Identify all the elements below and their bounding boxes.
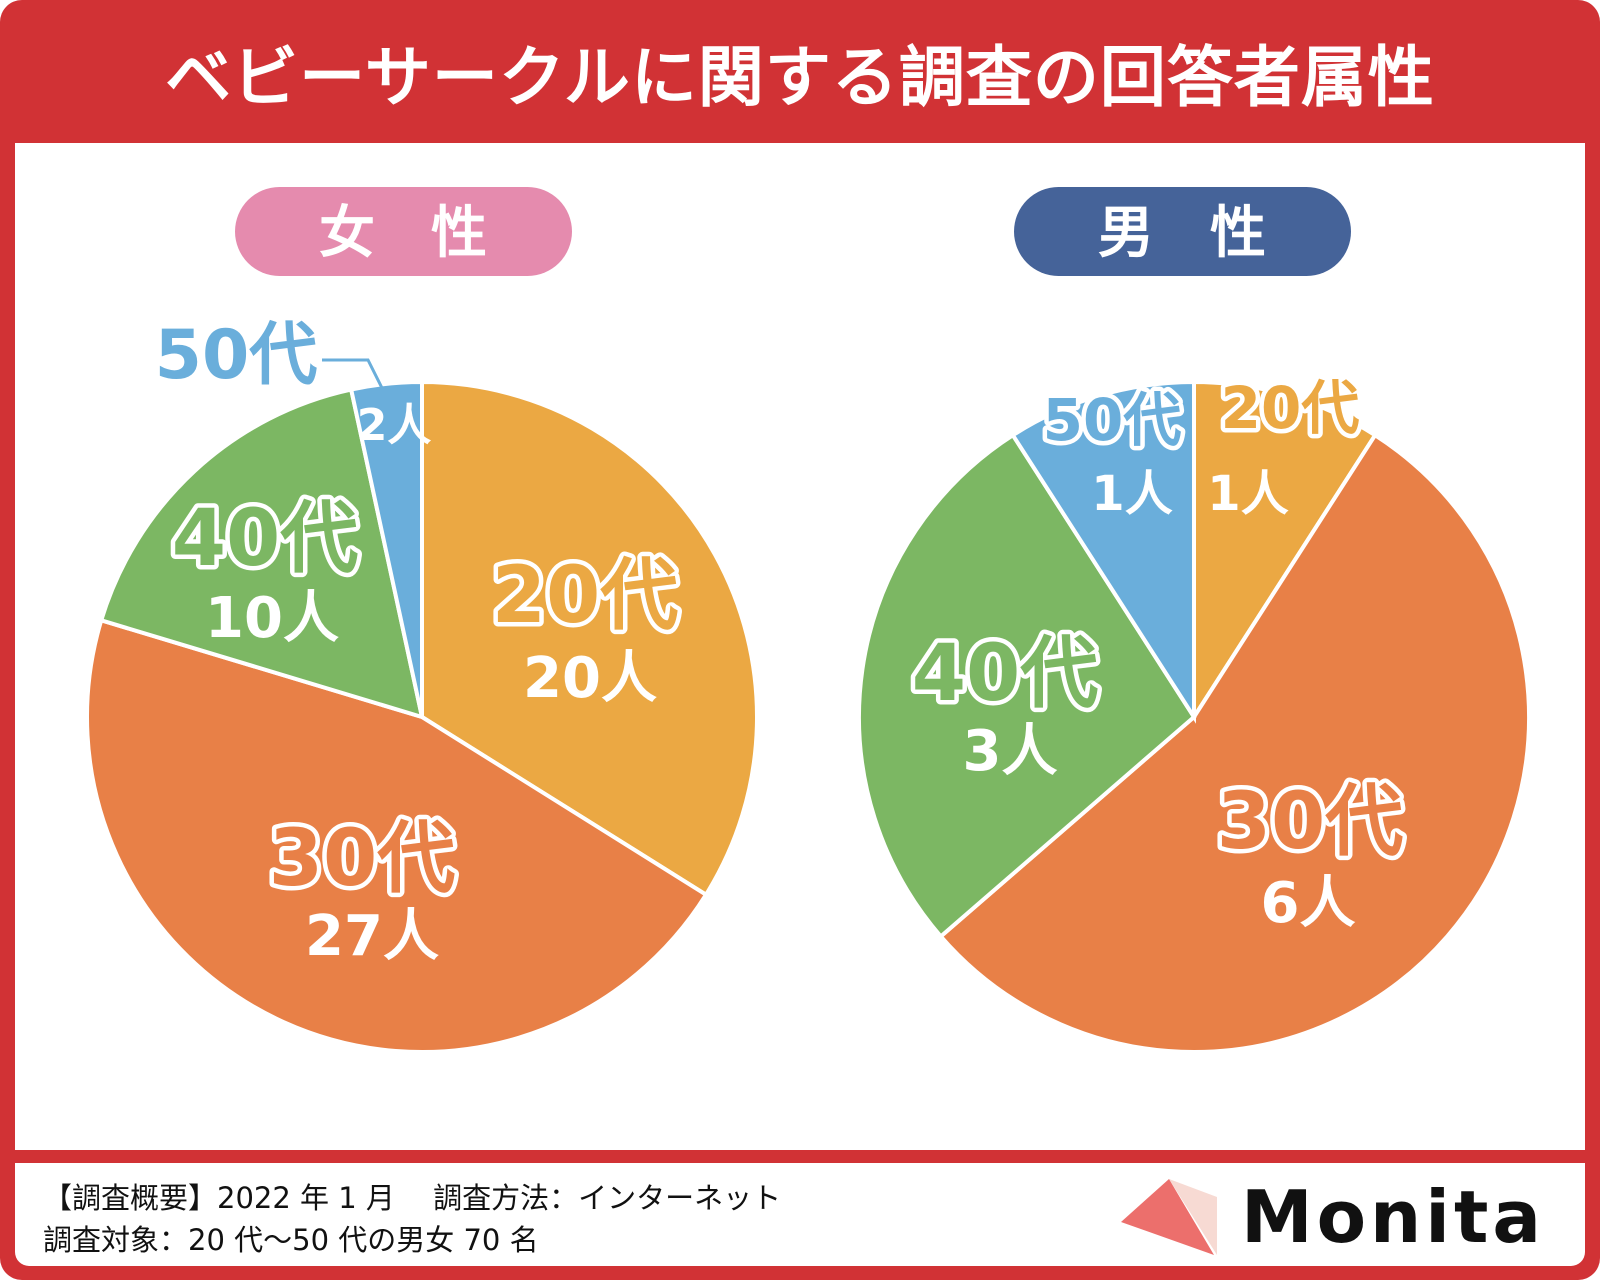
female-slice-50代 [348, 379, 424, 718]
female-label-30: 30代 [269, 814, 456, 904]
female-title: 女 性 [319, 201, 487, 266]
female-label-50: 50代 [155, 316, 318, 395]
female-pie [85, 379, 759, 1054]
female-value-30: 27人 [305, 904, 439, 969]
male-slice-50代 [1010, 379, 1196, 724]
female-value-50: 2人 [357, 400, 432, 451]
monita-logo: Monita [1119, 1175, 1545, 1259]
male-value-50: 1人 [1091, 466, 1172, 522]
female-slice-20代 [420, 379, 759, 898]
male-value-40: 3人 [963, 719, 1058, 784]
female-label-40: 40代 [172, 494, 359, 584]
male-pie [857, 379, 1531, 1055]
female-slice-30代 [85, 617, 709, 1054]
male-title: 男 性 [1098, 201, 1266, 266]
survey-target: 調査対象：20 代～50 代の男女 70 名 [43, 1223, 539, 1257]
female-50-leader-line [322, 358, 384, 389]
male-pill [1014, 187, 1351, 276]
male-label-20: 20代 [1221, 374, 1360, 442]
male-label-50: 50代 [1043, 386, 1182, 454]
female-value-20: 20人 [523, 646, 657, 711]
survey-summary: 【調査概要】2022 年 1 月 調査方法：インターネット [43, 1181, 782, 1215]
male-value-20: 1人 [1207, 466, 1288, 522]
male-slice-40代 [857, 432, 1197, 940]
female-value-40: 10人 [205, 586, 339, 651]
footer: 【調査概要】2022 年 1 月 調査方法：インターネット 調査対象：20 代～… [15, 1163, 1585, 1266]
page-title: ベビーサークルに関する調査の回答者属性 [165, 38, 1435, 116]
male-slice-30代 [938, 432, 1531, 1055]
female-pill [235, 187, 572, 276]
male-slice-20代 [1192, 379, 1378, 724]
female-slice-40代 [98, 387, 425, 720]
male-label-40: 40代 [912, 629, 1099, 719]
logo-triangle-icon [1120, 1179, 1217, 1255]
male-label-30: 30代 [1217, 777, 1404, 867]
female-label-20: 20代 [492, 551, 679, 641]
male-value-30: 6人 [1261, 871, 1356, 936]
logo-text: Monita [1240, 1175, 1545, 1259]
